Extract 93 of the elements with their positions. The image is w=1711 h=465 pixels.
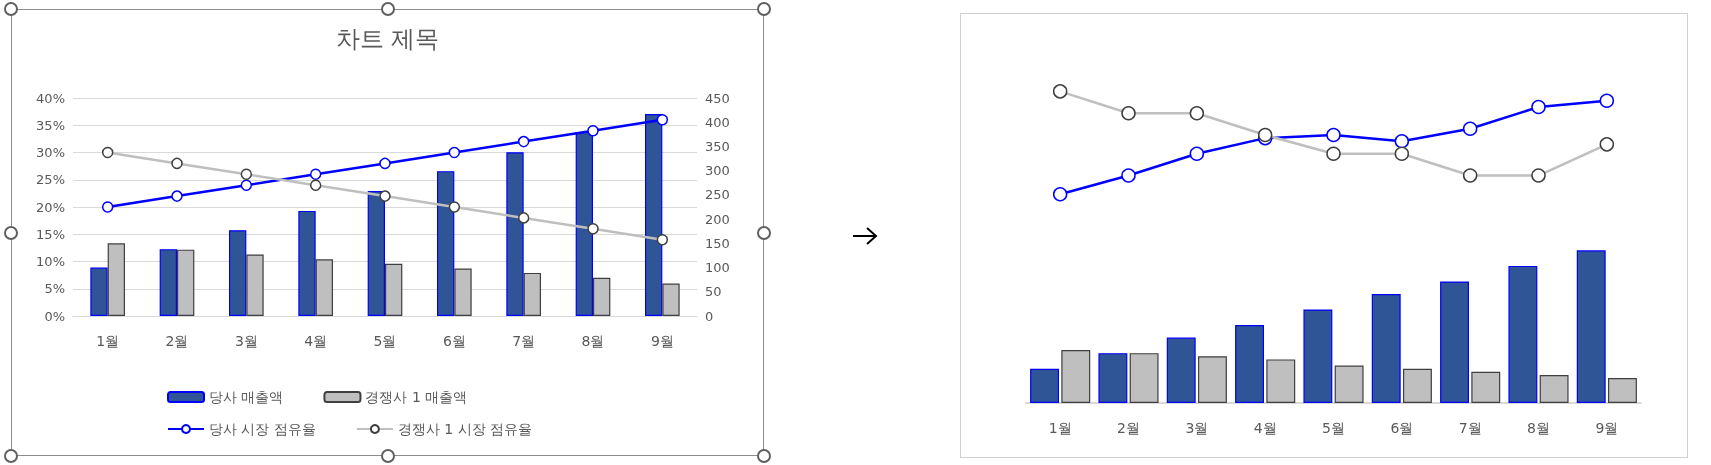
- bar: [298, 210, 316, 316]
- point: [1052, 186, 1068, 202]
- bar: [1508, 265, 1538, 403]
- x-tick-label: 5월: [373, 333, 397, 349]
- bar: [1030, 368, 1060, 403]
- legend-label: 당사 매출액: [209, 389, 284, 405]
- y-tick-label: 40%: [36, 90, 65, 106]
- y2-tick-label: 200: [705, 211, 730, 227]
- x-tick-label: 7월: [512, 333, 536, 349]
- x-tick-label: 7월: [1458, 420, 1482, 436]
- y2-tick-label: 350: [705, 138, 730, 154]
- x-tick-label: 9월: [650, 333, 674, 349]
- point: [240, 179, 253, 191]
- point: [1531, 99, 1546, 115]
- y2-tick-label: 150: [705, 235, 730, 251]
- bar: [385, 263, 403, 316]
- point: [1394, 134, 1410, 149]
- bar: [1371, 293, 1401, 403]
- y-tick-label: 25%: [36, 172, 65, 188]
- y-tick-label: 15%: [36, 226, 65, 242]
- bar: [1607, 378, 1637, 403]
- x-tick-label: 2월: [165, 333, 189, 349]
- x-tick-label: 4월: [304, 333, 328, 349]
- x-tick-label: 8월: [1527, 420, 1550, 436]
- bar: [229, 230, 247, 316]
- x-tick-label: 3월: [234, 333, 258, 349]
- x-tick-label: 5월: [1322, 420, 1345, 436]
- y2-tick-label: 300: [705, 163, 730, 179]
- bar: [246, 254, 264, 316]
- bar: [1576, 250, 1606, 403]
- x-tick-label: 1월: [1048, 420, 1072, 436]
- bar: [506, 152, 524, 316]
- bar: [315, 259, 333, 316]
- x-tick-label: 2월: [1117, 420, 1140, 436]
- x-tick-label: 3월: [1185, 420, 1209, 436]
- bar: [1471, 371, 1501, 403]
- point: [517, 135, 530, 148]
- legend-label: 경쟁사 1 매출액: [365, 389, 468, 405]
- bar: [1266, 359, 1296, 403]
- chart-title: 차트 제목: [335, 25, 440, 53]
- bar: [1098, 353, 1128, 403]
- bar: [1235, 325, 1265, 403]
- point: [1326, 127, 1341, 143]
- bar: [593, 277, 611, 316]
- bar: [662, 283, 680, 316]
- bar: [1402, 368, 1432, 403]
- point: [1121, 168, 1136, 183]
- y-tick-label: 0%: [44, 308, 65, 324]
- legend-label: 당사 시장 점유율: [209, 421, 316, 437]
- bar: [1197, 356, 1227, 403]
- bar: [1061, 350, 1091, 403]
- y-tick-label: 5%: [44, 281, 65, 297]
- bar: [1303, 309, 1333, 403]
- y2-tick-label: 400: [705, 114, 730, 130]
- point: [379, 157, 391, 170]
- x-tick-label: 6월: [442, 333, 466, 349]
- point: [1462, 121, 1478, 137]
- x-tick-label: 6월: [1390, 420, 1414, 436]
- y2-tick-label: 450: [705, 90, 730, 106]
- bar: [159, 249, 177, 316]
- legend-label: 경쟁사 1 시장 점유율: [397, 421, 533, 437]
- bar: [437, 171, 455, 316]
- y-tick-label: 10%: [36, 254, 65, 269]
- point: [1599, 93, 1615, 108]
- y-tick-label: 30%: [36, 145, 65, 160]
- bar: [107, 243, 125, 316]
- x-tick-label: 4월: [1253, 420, 1277, 436]
- bar: [90, 267, 108, 316]
- point: [1189, 146, 1205, 161]
- bar: [454, 268, 472, 316]
- bar: [1166, 337, 1196, 403]
- bar: [1539, 374, 1569, 403]
- point: [656, 114, 669, 126]
- x-tick-label: 1월: [96, 333, 120, 349]
- x-tick-label: 8월: [581, 333, 605, 349]
- bar: [523, 272, 541, 316]
- point: [448, 146, 461, 159]
- y2-tick-label: 100: [705, 260, 730, 276]
- y-tick-label: 35%: [36, 117, 65, 133]
- point: [101, 201, 114, 213]
- bar: [177, 249, 195, 316]
- point: [587, 124, 599, 137]
- bar: [1129, 353, 1159, 403]
- y2-tick-label: 250: [705, 187, 730, 203]
- bar: [1440, 281, 1470, 403]
- y2-tick-label: 50: [705, 284, 722, 300]
- bar: [1334, 365, 1364, 403]
- x-tick-label: 9월: [1595, 420, 1619, 436]
- point: [309, 168, 322, 181]
- y2-tick-label: 0: [705, 308, 714, 324]
- point: [171, 190, 183, 202]
- bar: [367, 191, 385, 316]
- y-tick-label: 20%: [36, 199, 65, 215]
